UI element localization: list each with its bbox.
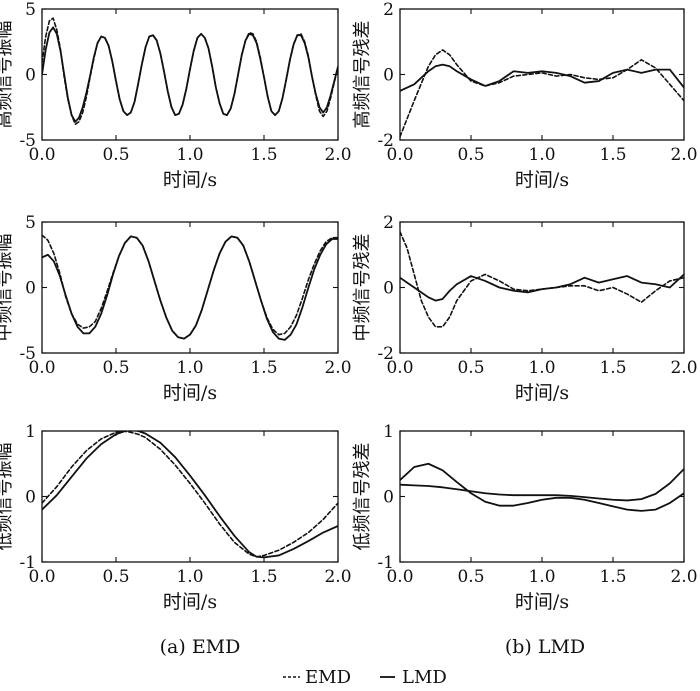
x-tick-label: 1.0: [176, 358, 203, 378]
x-tick-label: 0.5: [102, 145, 129, 165]
x-tick-label: 1.5: [599, 145, 626, 165]
x-axis-label: 时间/s: [163, 382, 217, 404]
x-tick-label: 0.0: [28, 358, 55, 378]
x-tick-label: 2.0: [324, 145, 351, 165]
y-axis-label: 中频信号振幅: [0, 234, 15, 342]
plot-frame: [41, 8, 339, 141]
x-tick-label: 1.5: [599, 358, 626, 378]
x-tick-label: 0.0: [28, 145, 55, 165]
series-line-emd: [400, 231, 684, 328]
x-tick-label: 0.5: [457, 567, 484, 587]
series-line-lmd: [42, 235, 338, 341]
y-tick-label: -1: [377, 553, 394, 573]
x-tick-label: 1.5: [250, 358, 277, 378]
series-line-lmd: [400, 273, 684, 302]
legend: EMD LMD: [283, 667, 447, 688]
chart-emd-high: 0.0 0.5 1.0 1.5 2.0 5 0 -5 时间/s 高频信号振幅: [0, 0, 352, 191]
y-tick-label: 1: [25, 422, 36, 442]
x-tick-label: 1.5: [250, 145, 277, 165]
y-tick-label: 5: [25, 213, 36, 233]
chart-emd-low: 0.0 0.5 1.0 1.5 2.0 1 0 -1 时间/s 低频信号振幅: [0, 422, 352, 613]
series-line-emd: [400, 49, 684, 138]
chart-emd-mid: 0.0 0.5 1.0 1.5 2.0 5 0 -5 时间/s 中频信号振幅: [0, 213, 352, 404]
x-tick-label: 1.0: [176, 145, 203, 165]
y-tick-label: 2: [383, 0, 394, 20]
plot-frame: [399, 8, 685, 141]
x-axis-label: 时间/s: [163, 169, 217, 191]
y-tick-label: 0: [25, 279, 36, 299]
x-tick-label: 0.5: [102, 567, 129, 587]
y-tick-label: -2: [377, 131, 394, 151]
series-line-lmd: [400, 63, 684, 92]
y-tick-label: 0: [383, 66, 394, 86]
y-tick-label: -1: [19, 553, 36, 573]
series-line-lmd: [42, 26, 338, 123]
series-line-lmd: [42, 431, 338, 559]
x-tick-label: 1.0: [176, 567, 203, 587]
x-tick-label: 2.0: [324, 358, 351, 378]
x-tick-label: 0.5: [102, 358, 129, 378]
x-tick-label: 0.0: [386, 567, 413, 587]
legend-lmd-label: LMD: [402, 667, 447, 688]
x-tick-label: 2.0: [670, 358, 697, 378]
y-tick-label: -2: [377, 344, 394, 364]
chart-lmd-mid: 0.0 0.5 1.0 1.5 2.0 2 0 -2 时间/s 中频信号残差: [352, 213, 698, 404]
plot-frame: [399, 430, 685, 563]
x-tick-label: 1.0: [528, 145, 555, 165]
y-tick-label: 1: [383, 422, 394, 442]
x-tick-label: 0.5: [457, 145, 484, 165]
caption-left: (a) EMD: [160, 636, 241, 658]
y-tick-label: 2: [383, 213, 394, 233]
y-axis-label: 高频信号振幅: [0, 21, 15, 129]
x-tick-label: 1.5: [599, 567, 626, 587]
x-tick-label: 1.5: [250, 567, 277, 587]
x-axis-label: 时间/s: [515, 169, 569, 191]
y-axis-label: 低频信号振幅: [0, 443, 15, 551]
y-tick-label: -5: [19, 344, 36, 364]
chart-panels: 0.0 0.5 1.0 1.5 2.0 5 0 -5 时间/s 高频信号振幅 0.0 0.5 1.0 1.…: [0, 0, 698, 613]
y-tick-label: 0: [25, 66, 36, 86]
series-line-emd: [42, 234, 338, 340]
series-line-emd: [42, 431, 338, 558]
caption-right: (b) LMD: [505, 636, 585, 658]
x-axis-label: 时间/s: [163, 591, 217, 613]
y-axis-label: 高频信号残差: [352, 21, 373, 129]
x-tick-label: 0.0: [28, 567, 55, 587]
x-tick-label: 0.0: [386, 145, 413, 165]
y-axis-label: 低频信号残差: [352, 443, 373, 551]
y-tick-label: 5: [25, 0, 36, 20]
x-tick-label: 0.0: [386, 358, 413, 378]
chart-lmd-low: 0.0 0.5 1.0 1.5 2.0 1 0 -1 时间/s 低频信号残差: [352, 422, 698, 613]
x-tick-label: 1.0: [528, 358, 555, 378]
y-tick-label: -5: [19, 131, 36, 151]
x-axis-label: 时间/s: [515, 382, 569, 404]
x-tick-label: 2.0: [670, 567, 697, 587]
plot-frame: [399, 221, 685, 354]
x-tick-label: 0.5: [457, 358, 484, 378]
y-tick-label: 0: [25, 488, 36, 508]
y-axis-label: 中频信号残差: [352, 234, 373, 342]
x-axis-label: 时间/s: [515, 591, 569, 613]
chart-lmd-high: 0.0 0.5 1.0 1.5 2.0 2 0 -2 时间/s 高频信号残差: [352, 0, 698, 191]
series-line-lmd: [400, 462, 684, 512]
series-line-emd: [400, 468, 684, 502]
legend-emd-label: EMD: [305, 667, 351, 688]
y-tick-label: 0: [383, 279, 394, 299]
x-tick-label: 2.0: [670, 145, 697, 165]
x-tick-label: 1.0: [528, 567, 555, 587]
y-tick-label: 0: [383, 488, 394, 508]
x-tick-label: 2.0: [324, 567, 351, 587]
